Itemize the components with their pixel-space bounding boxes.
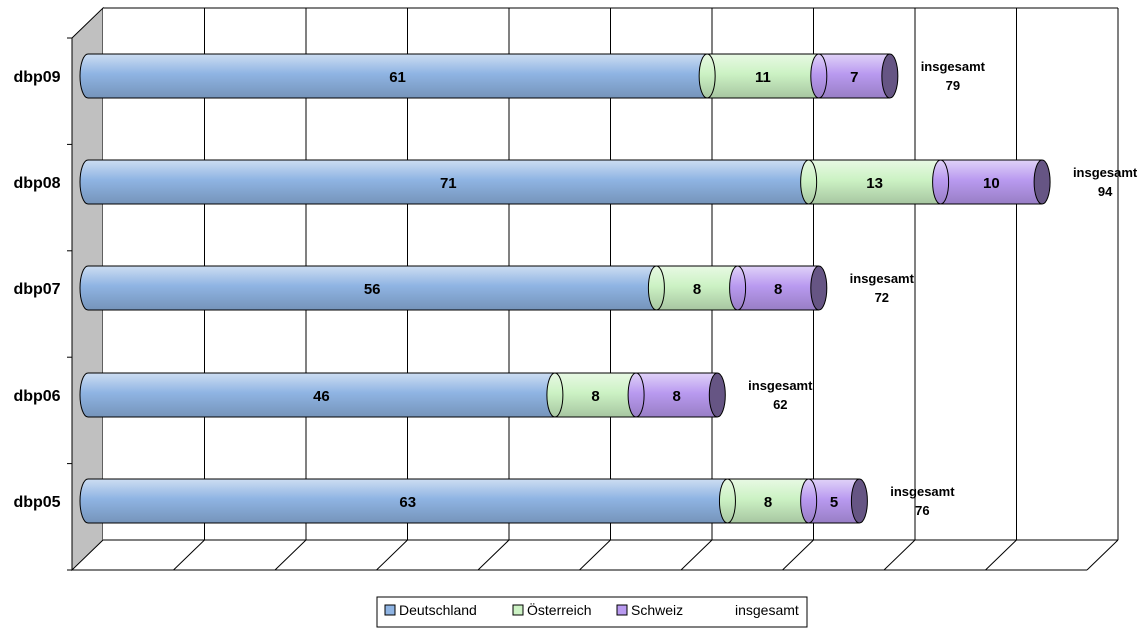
category-label: dbp06 [13, 388, 60, 405]
total-label: insgesamt [850, 271, 915, 286]
legend-swatch [616, 604, 628, 616]
bar-segment [940, 160, 1043, 204]
bar-segment [554, 373, 637, 417]
bar-end-cap [810, 265, 828, 311]
bar-segment [88, 160, 809, 204]
bar-segment-cap [546, 372, 564, 418]
floor-gridline [477, 539, 510, 571]
bar-segment-cap [698, 53, 716, 99]
total-label: insgesamt [748, 378, 813, 393]
floor-gridline [274, 539, 307, 571]
bar-segment-cap [800, 478, 818, 524]
legend-box [376, 596, 808, 628]
bar-segment [88, 479, 728, 523]
category-label: dbp05 [13, 494, 60, 511]
floor-gridline [579, 539, 611, 571]
bar-segment [88, 373, 555, 417]
floor-gridline [985, 539, 1017, 571]
category-label: dbp07 [13, 281, 60, 298]
total-label: insgesamt [921, 59, 986, 74]
legend-swatch [512, 604, 524, 616]
category-label: dbp08 [13, 175, 60, 192]
bar-segment [88, 54, 708, 98]
data-label: 63 [399, 494, 416, 511]
bar-segment [656, 266, 738, 310]
legend-label: Schweiz [631, 602, 683, 618]
legend-label: insgesamt [735, 602, 799, 618]
bar-segment-cap [729, 265, 747, 311]
data-label: 61 [389, 69, 406, 86]
data-label: 8 [693, 281, 701, 298]
legend-label: Deutschland [399, 602, 477, 618]
bar-segment [707, 54, 819, 98]
data-label: 8 [764, 494, 772, 511]
bar-end-cap [881, 53, 899, 99]
bar-segment [727, 479, 809, 523]
bar-end-cap [850, 478, 868, 524]
data-label: 7 [850, 69, 858, 86]
data-label: 13 [866, 175, 883, 192]
data-label: 56 [364, 281, 381, 298]
floor-gridline [883, 539, 916, 571]
total-value: 72 [875, 290, 889, 305]
data-label: 5 [830, 494, 838, 511]
floor-gridline [1086, 539, 1119, 571]
data-label: 10 [983, 175, 1000, 192]
total-label: insgesamt [1073, 165, 1138, 180]
bar-end-cap [708, 372, 726, 418]
data-label: 8 [591, 388, 599, 405]
bar-segment [808, 160, 941, 204]
bar-segment-cap [718, 478, 736, 524]
data-label: 8 [673, 388, 681, 405]
data-label: 11 [755, 69, 771, 86]
floor-gridline [782, 539, 814, 571]
floor-gridline [173, 539, 205, 571]
category-label: dbp09 [13, 69, 60, 86]
legend-label: Österreich [527, 601, 592, 618]
total-value: 94 [1098, 184, 1113, 199]
bar-segment-cap [810, 53, 828, 99]
bar-segment-cap [800, 159, 818, 205]
bar-end-cap [1033, 159, 1051, 205]
data-label: 71 [440, 175, 457, 192]
bar-segment [818, 54, 890, 98]
bar-segment-cap [932, 159, 950, 205]
total-value: 79 [946, 78, 960, 93]
bar-segment-cap [647, 265, 665, 311]
data-label: 46 [313, 388, 330, 405]
legend: Deutschland Österreich Schweiz insgesamt [376, 596, 808, 628]
data-label: 8 [774, 281, 782, 298]
bar-segment [737, 266, 819, 310]
total-value: 76 [915, 503, 929, 518]
bar-segment [88, 266, 657, 310]
bar-segment-cap [627, 372, 645, 418]
legend-swatch [384, 604, 396, 616]
floor-gridline [376, 539, 408, 571]
total-value: 62 [773, 397, 787, 412]
total-label: insgesamt [890, 484, 955, 499]
floor-gridline [680, 539, 713, 571]
bar-segment [636, 373, 718, 417]
